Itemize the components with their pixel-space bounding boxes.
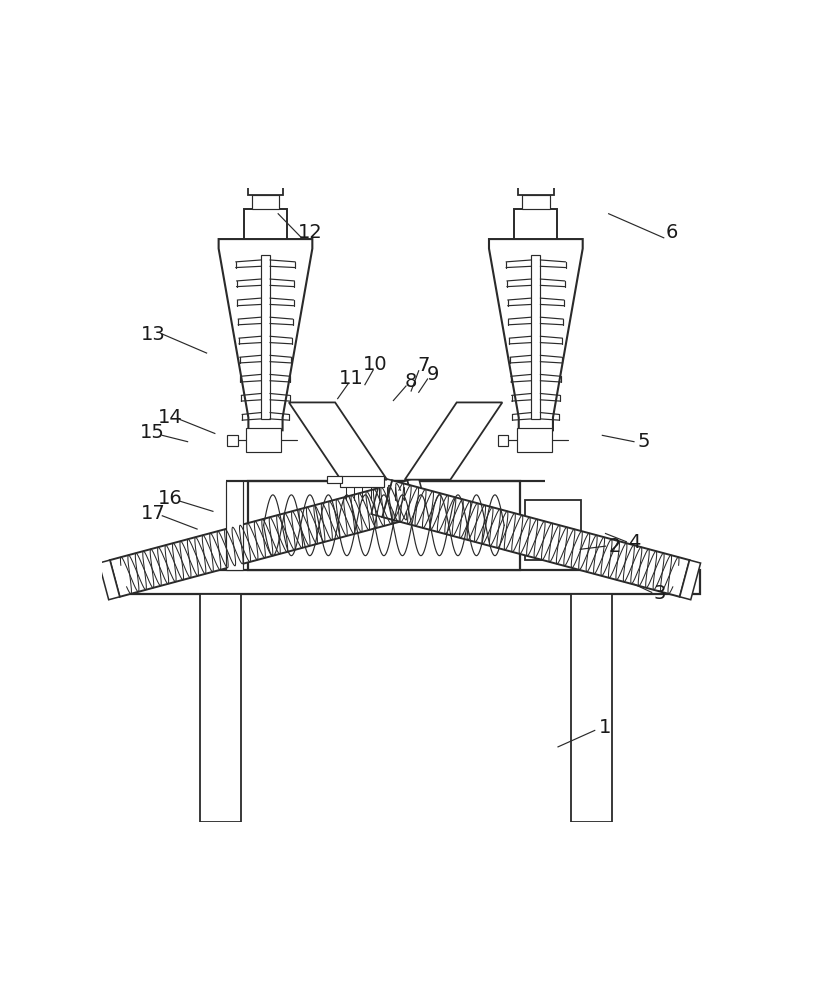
Text: 1: 1 [600, 718, 612, 737]
Polygon shape [680, 560, 700, 600]
Text: 2: 2 [609, 537, 621, 556]
Bar [517, 428, 551, 452]
Text: 16: 16 [158, 489, 183, 508]
Polygon shape [109, 480, 417, 597]
Bar [227, 435, 238, 446]
Bar [498, 435, 508, 446]
Polygon shape [382, 480, 690, 597]
Polygon shape [219, 239, 312, 430]
Bar [340, 476, 384, 487]
Bar [244, 209, 287, 239]
Polygon shape [408, 477, 428, 517]
Text: 13: 13 [141, 325, 165, 344]
Text: 5: 5 [637, 432, 650, 451]
Bar [525, 500, 581, 560]
Polygon shape [371, 477, 392, 517]
Text: 12: 12 [297, 223, 322, 242]
Polygon shape [489, 239, 583, 430]
Text: 8: 8 [405, 372, 417, 391]
Bar [200, 594, 242, 822]
Bar [248, 177, 283, 195]
Bar [570, 594, 612, 822]
Text: 4: 4 [627, 533, 641, 552]
Bar [327, 476, 342, 483]
Text: 10: 10 [364, 355, 388, 374]
Text: 9: 9 [426, 365, 439, 384]
Text: 17: 17 [141, 504, 165, 523]
Text: 6: 6 [666, 223, 678, 242]
Polygon shape [404, 402, 502, 480]
Text: 15: 15 [141, 423, 165, 442]
Text: 7: 7 [417, 356, 430, 375]
Bar [522, 195, 550, 209]
Text: 14: 14 [158, 408, 183, 427]
Bar [247, 428, 281, 452]
Text: 11: 11 [339, 369, 364, 388]
Bar [252, 195, 279, 209]
Bar [518, 177, 554, 195]
Bar [225, 481, 243, 570]
Bar [531, 255, 540, 419]
Bar [261, 255, 270, 419]
Polygon shape [99, 560, 120, 600]
Text: 3: 3 [653, 584, 666, 603]
Polygon shape [289, 402, 387, 480]
Bar [515, 209, 557, 239]
Bar [248, 481, 520, 570]
Bar [131, 570, 700, 594]
